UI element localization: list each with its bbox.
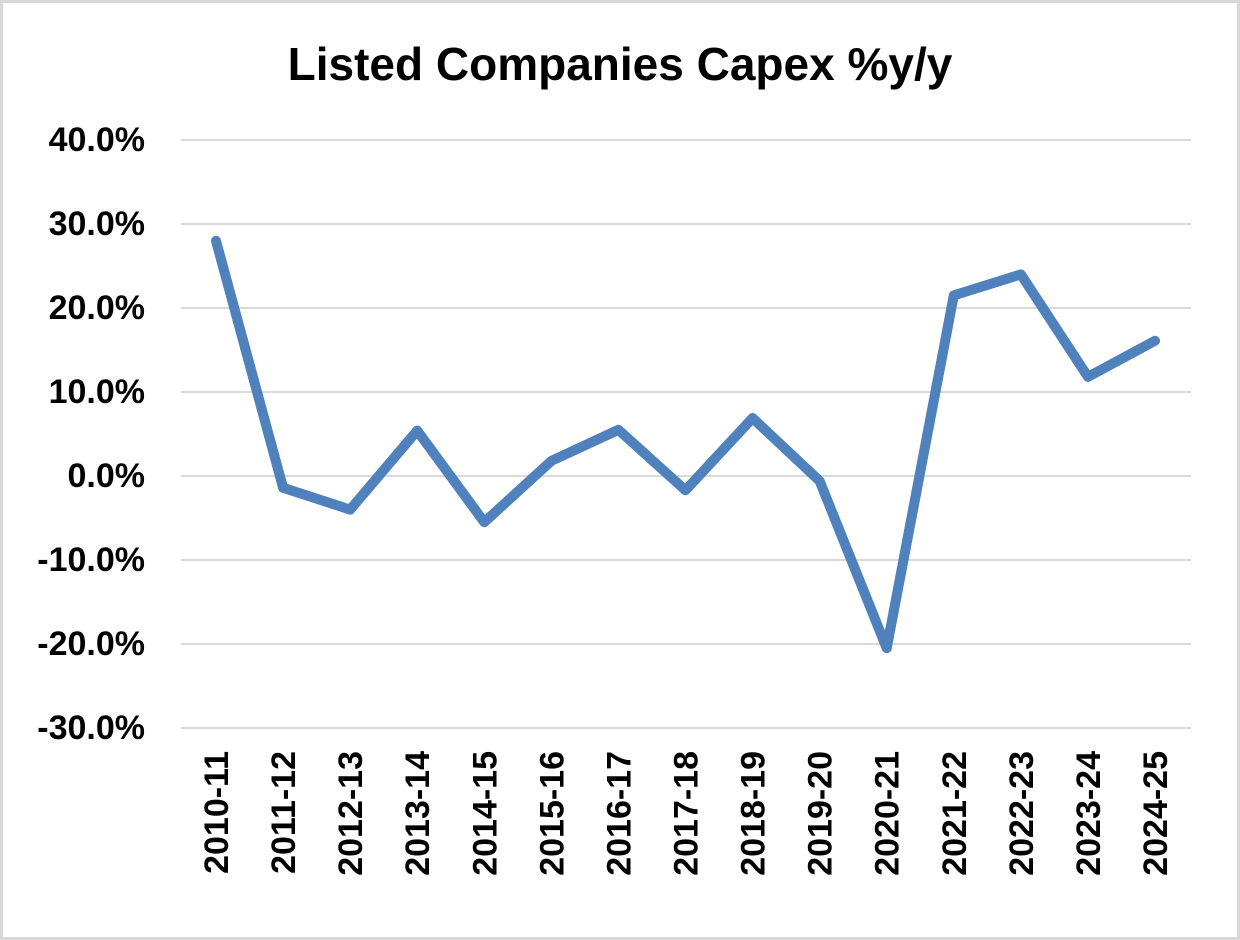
y-axis-tick-label: 30.0% <box>49 205 145 243</box>
x-axis-tick-label: 2014-15 <box>466 751 504 876</box>
capex-line-series <box>211 235 1160 654</box>
x-axis-tick-label: 2023-24 <box>1070 751 1108 876</box>
y-axis-tick-label: 0.0% <box>68 457 146 495</box>
chart-title: Listed Companies Capex %y/y <box>287 38 953 90</box>
x-axis-tick-label: 2013-14 <box>399 751 437 876</box>
x-axis-tick-label: 2019-20 <box>802 751 840 876</box>
y-axis-tick-label: -30.0% <box>37 709 145 747</box>
x-axis-tick-label: 2024-25 <box>1137 751 1175 876</box>
x-axis-tick-label: 2016-17 <box>600 751 638 876</box>
capex-line-chart: 40.0% 30.0% 20.0% 10.0% 0.0% -10.0% -20.0% -30.… <box>37 121 1191 876</box>
x-axis-tick-label: 2022-23 <box>1003 751 1041 876</box>
x-axis-tick-label: 2011-12 <box>265 751 303 874</box>
y-axis-tick-label: 40.0% <box>49 121 145 159</box>
x-axis-tick-label: 2021-22 <box>936 751 974 876</box>
x-axis-tick-label: 2020-21 <box>869 751 907 876</box>
y-axis-tick-label: 20.0% <box>49 289 145 327</box>
x-axis-tick-label: 2017-18 <box>668 751 706 876</box>
x-axis-tick-label: 2018-19 <box>735 751 773 876</box>
x-axis-tick-label: 2010-11 <box>198 751 236 874</box>
y-axis-tick-label: -20.0% <box>37 625 145 663</box>
x-axis-tick-label: 2015-16 <box>533 751 571 876</box>
y-axis-tick-label: -10.0% <box>37 541 145 579</box>
y-axis-tick-label: 10.0% <box>49 373 145 411</box>
x-axis-tick-label: 2012-13 <box>332 751 370 876</box>
